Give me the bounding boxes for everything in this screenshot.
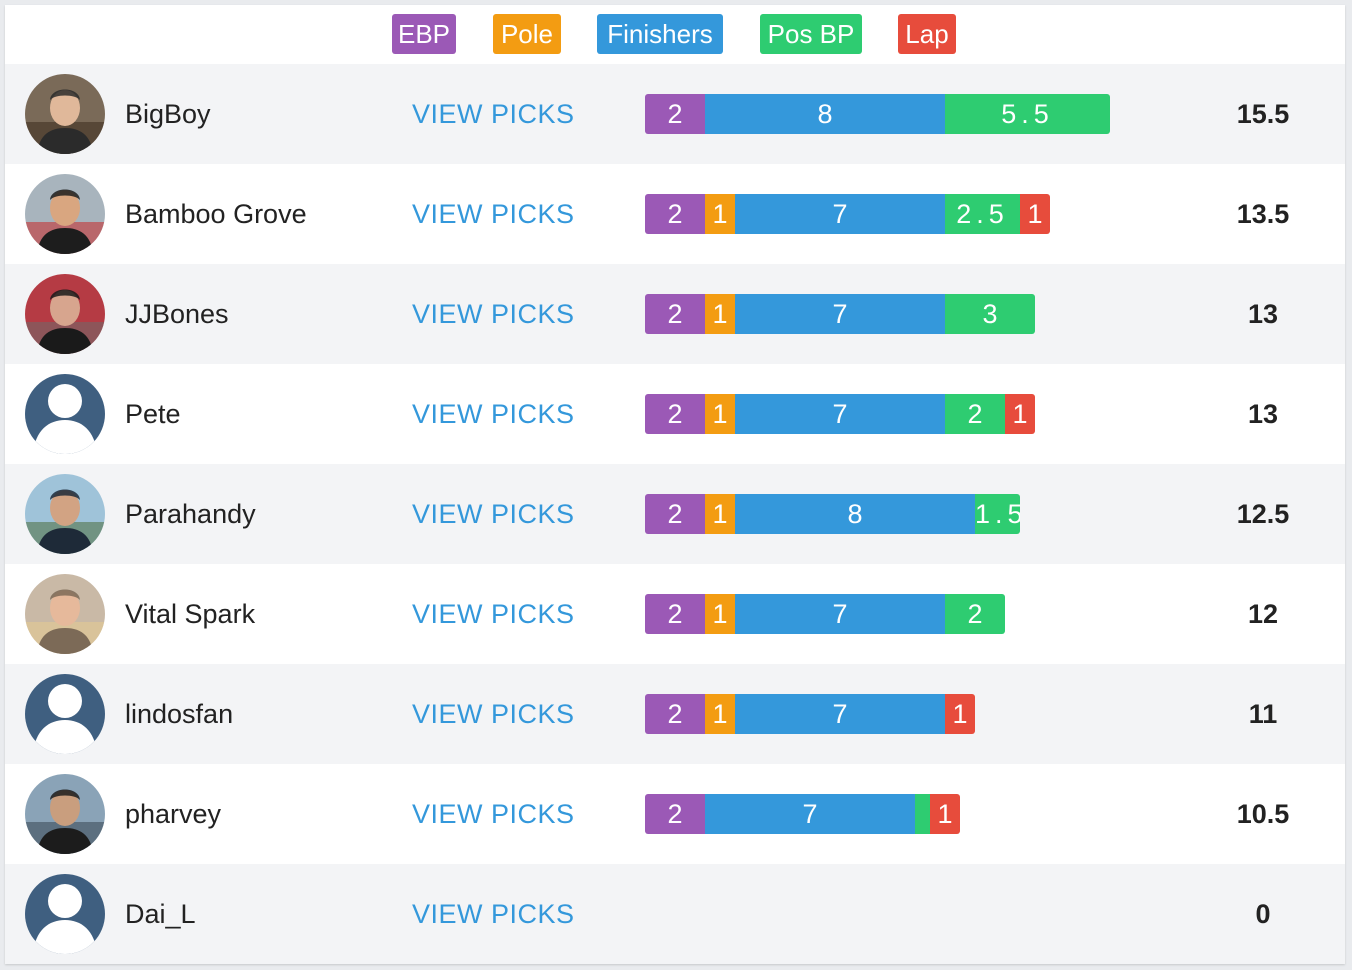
leaderboard-panel: EBP Pole Finishers Pos BP Lap BigBoy VIEW PIC… bbox=[5, 5, 1345, 964]
bar-segment-pole: 1 bbox=[705, 694, 735, 734]
leaderboard-row: pharvey VIEW PICKS 2 7 1 10.5 bbox=[5, 764, 1345, 864]
leaderboard-row: BigBoy VIEW PICKS 2 8 5.5 15.5 bbox=[5, 64, 1345, 164]
legend-pole: Pole bbox=[493, 14, 561, 54]
leaderboard-row: Pete VIEW PICKS 2 1 7 2 1 13 bbox=[5, 364, 1345, 464]
bar-segment-ebp: 2 bbox=[645, 294, 705, 334]
total-points: 13.5 bbox=[1236, 199, 1290, 229]
user-name: lindosfan bbox=[125, 699, 234, 729]
bar-segment-finishers: 7 bbox=[735, 294, 945, 334]
legend-posbp: Pos BP bbox=[760, 14, 862, 54]
bar-segment-ebp: 2 bbox=[645, 794, 705, 834]
bar-segment-finishers: 7 bbox=[735, 394, 945, 434]
bar-segment-lap: 1 bbox=[930, 794, 960, 834]
user-name: pharvey bbox=[125, 799, 222, 829]
leaderboard-row: Vital Spark VIEW PICKS 2 1 7 2 12 bbox=[5, 564, 1345, 664]
total-points: 0 bbox=[1255, 899, 1271, 929]
legend-finishers: Finishers bbox=[597, 14, 723, 54]
bar-segment-ebp: 2 bbox=[645, 494, 705, 534]
bar-segment-finishers: 7 bbox=[735, 594, 945, 634]
bar-segment-pole: 1 bbox=[705, 194, 735, 234]
points-bar bbox=[645, 894, 1165, 934]
bar-segment-ebp: 2 bbox=[645, 94, 705, 134]
user-name: JJBones bbox=[125, 299, 229, 329]
user-avatar[interactable] bbox=[25, 874, 105, 954]
bar-segment-posbp: 1.5 bbox=[975, 494, 1020, 534]
bar-segment-lap: 1 bbox=[1020, 194, 1050, 234]
bar-segment-lap: 1 bbox=[1005, 394, 1035, 434]
total-points: 15.5 bbox=[1236, 99, 1290, 129]
leaderboard-row: JJBones VIEW PICKS 2 1 7 3 13 bbox=[5, 264, 1345, 364]
view-picks-link[interactable]: VIEW PICKS bbox=[412, 899, 575, 929]
legend-lap: Lap bbox=[898, 14, 956, 54]
bar-segment-ebp: 2 bbox=[645, 394, 705, 434]
view-picks-link[interactable]: VIEW PICKS bbox=[412, 499, 575, 529]
user-name: Vital Spark bbox=[125, 599, 256, 629]
user-avatar[interactable] bbox=[25, 174, 105, 254]
bar-segment-pole: 1 bbox=[705, 594, 735, 634]
leaderboard-row: lindosfan VIEW PICKS 2 1 7 1 11 bbox=[5, 664, 1345, 764]
total-points: 11 bbox=[1248, 699, 1278, 729]
bar-segment-finishers: 7 bbox=[735, 694, 945, 734]
user-avatar[interactable] bbox=[25, 774, 105, 854]
bar-segment-lap: 1 bbox=[945, 694, 975, 734]
bar-segment-posbp: 2 bbox=[945, 594, 1005, 634]
bar-segment-pole: 1 bbox=[705, 294, 735, 334]
bar-segment-finishers: 8 bbox=[735, 494, 975, 534]
points-bar: 2 8 5.5 bbox=[645, 94, 1165, 134]
view-picks-link[interactable]: VIEW PICKS bbox=[412, 699, 575, 729]
points-bar: 2 1 7 2.5 1 bbox=[645, 194, 1165, 234]
user-name: Dai_L bbox=[125, 899, 196, 929]
points-legend: EBP Pole Finishers Pos BP Lap bbox=[5, 14, 1345, 56]
view-picks-link[interactable]: VIEW PICKS bbox=[412, 799, 575, 829]
user-name: Bamboo Grove bbox=[125, 199, 307, 229]
bar-segment-pole: 1 bbox=[705, 394, 735, 434]
bar-segment-pole: 1 bbox=[705, 494, 735, 534]
leaderboard-row: Bamboo Grove VIEW PICKS 2 1 7 2.5 1 13.5 bbox=[5, 164, 1345, 264]
bar-segment-posbp: 2 bbox=[945, 394, 1005, 434]
user-avatar[interactable] bbox=[25, 374, 105, 454]
user-name: Pete bbox=[125, 399, 181, 429]
bar-segment-posbp: 3 bbox=[945, 294, 1035, 334]
total-points: 13 bbox=[1247, 299, 1279, 329]
bar-segment-ebp: 2 bbox=[645, 594, 705, 634]
view-picks-link[interactable]: VIEW PICKS bbox=[412, 99, 575, 129]
total-points: 12 bbox=[1247, 599, 1279, 629]
bar-segment-posbp: 5.5 bbox=[945, 94, 1110, 134]
bar-segment-posbp bbox=[915, 794, 930, 834]
total-points: 10.5 bbox=[1236, 799, 1290, 829]
bar-segment-posbp: 2.5 bbox=[945, 194, 1020, 234]
bar-segment-finishers: 7 bbox=[735, 194, 945, 234]
user-name: BigBoy bbox=[125, 99, 211, 129]
user-name: Parahandy bbox=[125, 499, 256, 529]
view-picks-link[interactable]: VIEW PICKS bbox=[412, 299, 575, 329]
user-avatar[interactable] bbox=[25, 574, 105, 654]
user-avatar[interactable] bbox=[25, 274, 105, 354]
bar-segment-ebp: 2 bbox=[645, 694, 705, 734]
user-avatar[interactable] bbox=[25, 474, 105, 554]
view-picks-link[interactable]: VIEW PICKS bbox=[412, 199, 575, 229]
leaderboard-row: Dai_L VIEW PICKS 0 bbox=[5, 864, 1345, 964]
view-picks-link[interactable]: VIEW PICKS bbox=[412, 399, 575, 429]
bar-segment-finishers: 7 bbox=[705, 794, 915, 834]
user-avatar[interactable] bbox=[25, 674, 105, 754]
user-avatar[interactable] bbox=[25, 74, 105, 154]
bar-segment-finishers: 8 bbox=[705, 94, 945, 134]
total-points: 12.5 bbox=[1236, 499, 1290, 529]
bar-segment-ebp: 2 bbox=[645, 194, 705, 234]
total-points: 13 bbox=[1247, 399, 1279, 429]
view-picks-link[interactable]: VIEW PICKS bbox=[412, 599, 575, 629]
legend-ebp: EBP bbox=[392, 14, 456, 54]
